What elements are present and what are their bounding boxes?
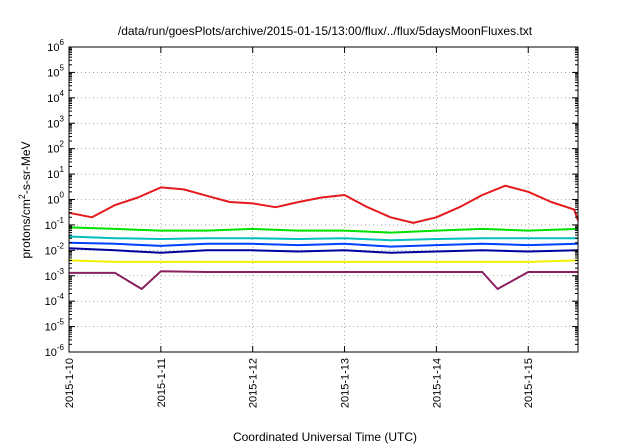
y-tick-label: 104 xyxy=(47,89,64,105)
y-tick-base: 10 xyxy=(45,322,57,334)
y-axis-label: protons/cm2-s-sr-MeV xyxy=(17,141,33,258)
y-tick-label: 10-5 xyxy=(45,318,65,334)
y-tick-label: 10-1 xyxy=(45,216,65,232)
y-tick-exponent: 1 xyxy=(60,165,65,174)
y-tick-exponent: 4 xyxy=(60,89,65,98)
series-line xyxy=(68,184,579,224)
y-tick-label: 10-6 xyxy=(45,343,65,359)
y-tick-base: 10 xyxy=(47,169,59,181)
y-tick-base: 10 xyxy=(45,347,57,359)
x-tick-label: 2015-1-14 xyxy=(431,358,443,408)
y-tick-label: 103 xyxy=(47,114,64,130)
x-tick-labels: 2015-1-10 2015-1-11 2015-1-12 2015-1-13 2015… xyxy=(64,358,535,408)
series-line xyxy=(69,270,578,290)
y-tick-exponent: -3 xyxy=(57,267,65,276)
y-tick-exponent: 5 xyxy=(60,63,65,72)
y-tick-base: 10 xyxy=(47,67,59,79)
y-tick-exponent: 6 xyxy=(60,38,65,47)
y-tick-exponent: -2 xyxy=(57,241,65,250)
chart-title: /data/run/goesPlots/archive/2015-01-15/1… xyxy=(118,24,533,38)
y-tick-exponent: -4 xyxy=(57,292,65,301)
y-tick-base: 10 xyxy=(47,93,59,105)
y-tick-exponent: -6 xyxy=(57,343,65,352)
y-tick-label: 106 xyxy=(47,38,64,54)
y-tick-exponent: 3 xyxy=(60,114,65,123)
y-tick-label: 102 xyxy=(47,140,64,156)
y-axis-label-prefix: protons/cm xyxy=(19,199,33,258)
y-tick-label: 101 xyxy=(47,165,64,181)
grid xyxy=(69,47,578,352)
y-axis-label-suffix: -s-sr-MeV xyxy=(19,141,33,194)
y-axis-label-sup: 2 xyxy=(17,194,27,199)
y-tick-base: 10 xyxy=(47,118,59,130)
x-tick-label: 2015-1-10 xyxy=(64,358,76,408)
y-tick-base: 10 xyxy=(47,144,59,156)
y-tick-label: 100 xyxy=(47,191,64,207)
x-axis-label: Coordinated Universal Time (UTC) xyxy=(233,430,417,444)
y-tick-base: 10 xyxy=(47,195,59,207)
series-line xyxy=(68,226,579,234)
series-line xyxy=(68,235,578,242)
y-tick-base: 10 xyxy=(45,220,57,232)
y-tick-label: 10-2 xyxy=(45,241,65,257)
y-tick-base: 10 xyxy=(45,271,57,283)
series-line xyxy=(68,259,579,263)
y-tick-exponent: 0 xyxy=(60,191,65,200)
y-tick-base: 10 xyxy=(47,42,59,54)
x-tick-label: 2015-1-12 xyxy=(248,358,260,408)
series-group xyxy=(68,184,579,290)
y-tick-labels: 10-610-510-410-310-210-11001011021031041… xyxy=(45,38,65,359)
y-tick-exponent: -5 xyxy=(57,318,65,327)
y-tick-base: 10 xyxy=(45,245,57,257)
x-tick-label: 2015-1-13 xyxy=(340,358,352,408)
y-tick-label: 10-4 xyxy=(45,292,65,308)
y-tick-base: 10 xyxy=(45,296,57,308)
x-tick-label: 2015-1-11 xyxy=(156,358,168,407)
y-tick-exponent: 2 xyxy=(60,140,65,149)
series-line xyxy=(68,241,579,248)
y-tick-label: 105 xyxy=(47,63,64,79)
x-tick-label: 2015-1-15 xyxy=(523,358,535,408)
ticks xyxy=(68,46,578,353)
series-line xyxy=(68,247,579,254)
y-tick-exponent: -1 xyxy=(57,216,65,225)
y-tick-label: 10-3 xyxy=(45,267,65,283)
